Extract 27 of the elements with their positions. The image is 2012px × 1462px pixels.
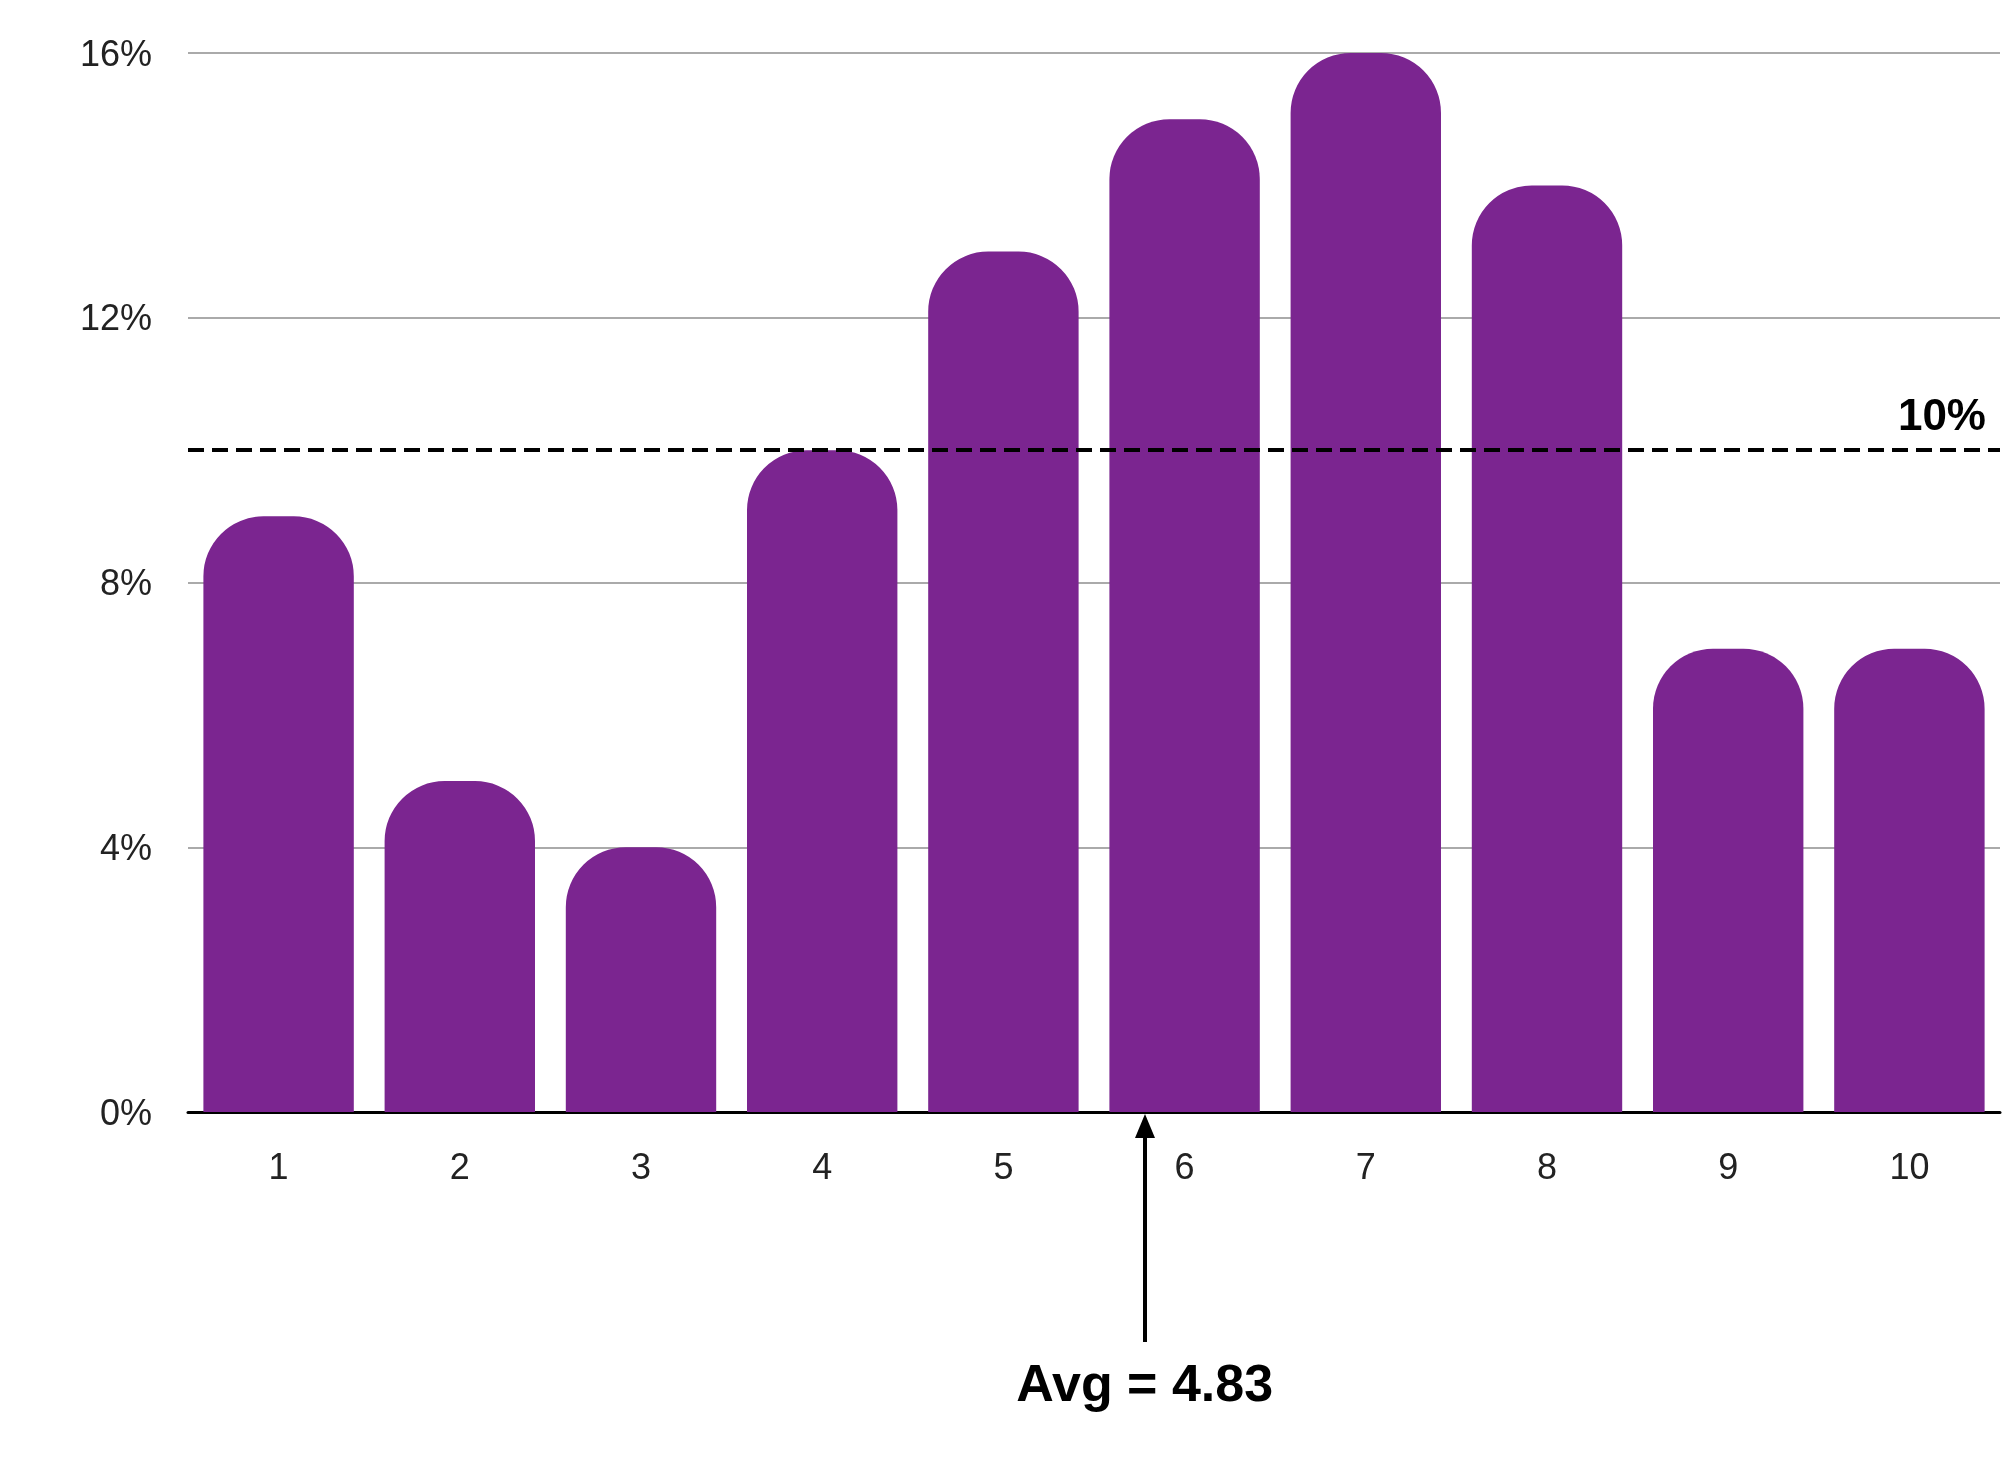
ref-line-label: 10% <box>1897 389 1986 439</box>
bar <box>565 847 717 1112</box>
bar <box>928 251 1079 1112</box>
text: Avg = 4.83 <box>1016 1354 1274 1412</box>
y-tick-label: 12% <box>79 297 152 339</box>
y-tick-label: 16% <box>79 32 152 74</box>
x-tick-label: 7 <box>1355 1145 1376 1187</box>
bar <box>384 781 535 1112</box>
bar <box>1653 648 1804 1112</box>
x-tick-label: 4 <box>812 1145 833 1187</box>
bar <box>1471 185 1623 1112</box>
bar <box>203 516 354 1112</box>
x-tick-label: 3 <box>630 1145 652 1187</box>
bar <box>1834 648 1985 1112</box>
bar <box>747 450 898 1112</box>
x-tick-label: 6 <box>1174 1145 1195 1187</box>
bar <box>1290 53 1441 1112</box>
y-tick-label: 8% <box>99 562 152 603</box>
y-tick-label: 0% <box>99 1091 152 1133</box>
y-tick-label: 4% <box>99 826 152 868</box>
x-tick-label: 8 <box>1536 1145 1558 1187</box>
x-tick-label: 10 <box>1889 1145 1930 1187</box>
x-tick-label: 1 <box>268 1145 289 1187</box>
x-tick-label: 2 <box>449 1145 470 1187</box>
bar <box>1109 119 1260 1112</box>
x-tick-label: 5 <box>993 1145 1014 1187</box>
x-tick-label: 9 <box>1718 1145 1739 1187</box>
